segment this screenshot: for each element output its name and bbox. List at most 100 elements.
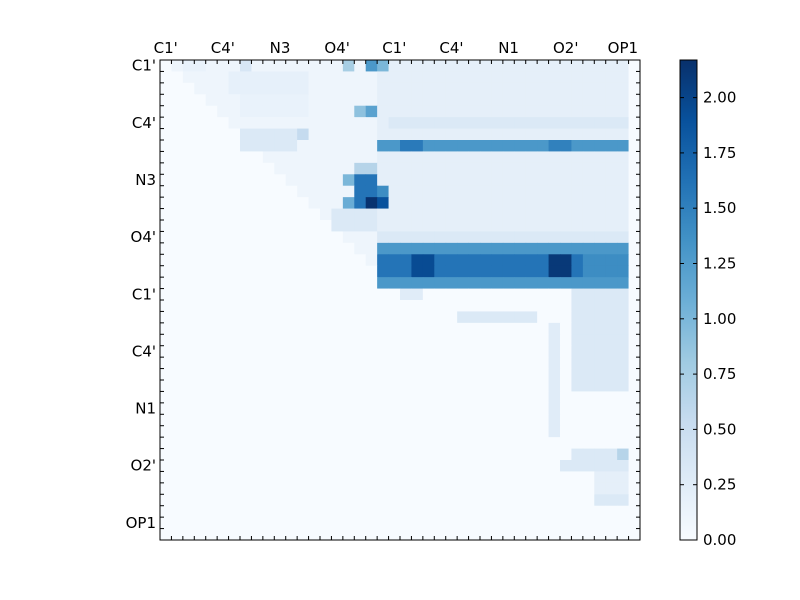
heatmap-cell	[365, 277, 378, 289]
heatmap-cell	[182, 368, 195, 381]
heatmap-cell	[285, 460, 298, 472]
heatmap-cell	[594, 345, 607, 358]
heatmap-cell	[308, 185, 321, 198]
heatmap-cell	[331, 117, 344, 129]
heatmap-cell	[285, 277, 298, 289]
heatmap-cell	[377, 231, 389, 244]
heatmap-cell	[354, 151, 367, 164]
heatmap-cell	[285, 391, 298, 404]
heatmap-cell	[354, 471, 367, 484]
heatmap-cell	[617, 471, 629, 484]
heatmap-cell	[502, 517, 515, 529]
heatmap-cell	[251, 402, 264, 415]
heatmap-cell	[194, 105, 207, 118]
heatmap-cell	[582, 334, 595, 347]
heatmap-cell	[537, 71, 549, 84]
heatmap-cell	[548, 117, 561, 129]
heatmap-cell	[502, 117, 515, 129]
heatmap-cell	[491, 414, 504, 427]
heatmap-cell	[377, 425, 389, 438]
heatmap-cell	[342, 185, 355, 198]
heatmap-cell	[228, 357, 241, 369]
heatmap-cell	[617, 494, 629, 507]
heatmap-cell	[160, 345, 172, 358]
heatmap-cell	[365, 197, 378, 209]
heatmap-cell	[571, 185, 584, 198]
heatmap-cell	[365, 185, 378, 198]
heatmap-cell	[411, 460, 424, 472]
heatmap-cell	[171, 117, 184, 129]
heatmap-cell	[502, 242, 515, 255]
heatmap-cell	[308, 288, 321, 301]
heatmap-cell	[434, 517, 447, 529]
heatmap-cell	[411, 185, 424, 198]
heatmap-cell	[594, 391, 607, 404]
heatmap-cell	[628, 425, 641, 438]
heatmap-cell	[297, 391, 309, 404]
heatmap-cell	[457, 128, 469, 141]
heatmap-cell	[251, 505, 264, 518]
heatmap-cell	[525, 460, 538, 472]
heatmap-cell	[377, 71, 389, 84]
heatmap-cell	[400, 471, 412, 484]
heatmap-cell	[457, 528, 469, 541]
heatmap-cell	[480, 300, 492, 312]
heatmap-cell	[560, 368, 572, 381]
heatmap-cell	[617, 71, 629, 84]
heatmap-cell	[422, 140, 435, 152]
heatmap-cell	[617, 231, 629, 244]
heatmap-cell	[502, 288, 515, 301]
heatmap-cell	[205, 265, 218, 278]
heatmap-cell	[297, 140, 309, 152]
heatmap-cell	[285, 311, 298, 324]
heatmap-cell	[548, 402, 561, 415]
heatmap-cell	[308, 174, 321, 187]
heatmap-cell	[571, 345, 584, 358]
heatmap-cell	[548, 437, 561, 449]
heatmap-cell	[194, 437, 207, 449]
heatmap-cell	[411, 208, 424, 221]
heatmap-cell	[171, 345, 184, 358]
heatmap-cell	[468, 528, 481, 541]
heatmap-cell	[491, 82, 504, 95]
heatmap-cell	[468, 265, 481, 278]
heatmap-cell	[285, 448, 298, 461]
heatmap-cell	[502, 140, 515, 152]
heatmap-cell	[171, 82, 184, 95]
heatmap-cell	[297, 185, 309, 198]
heatmap-cell	[571, 517, 584, 529]
heatmap-cell	[388, 517, 401, 529]
heatmap-cell	[537, 345, 549, 358]
heatmap-cell	[228, 471, 241, 484]
heatmap-cell	[342, 471, 355, 484]
heatmap-cell	[617, 197, 629, 209]
heatmap-cell	[262, 265, 275, 278]
heatmap-cell	[594, 94, 607, 107]
heatmap-cell	[571, 277, 584, 289]
heatmap-cell	[308, 448, 321, 461]
heatmap-cell	[468, 185, 481, 198]
heatmap-cell	[525, 414, 538, 427]
heatmap-cell	[182, 334, 195, 347]
heatmap-cell	[571, 162, 584, 175]
heatmap-cell	[320, 391, 332, 404]
heatmap-cell	[582, 471, 595, 484]
x-tick-label: O2'	[553, 39, 578, 57]
heatmap-cell	[548, 197, 561, 209]
heatmap-cell	[388, 391, 401, 404]
heatmap-cell	[365, 528, 378, 541]
heatmap-cell	[297, 300, 309, 312]
heatmap-cell	[285, 528, 298, 541]
heatmap-cell	[582, 448, 595, 461]
heatmap-cell	[240, 471, 252, 484]
heatmap-cell	[240, 414, 252, 427]
heatmap-cell	[594, 220, 607, 232]
heatmap-cell	[537, 402, 549, 415]
heatmap-cell	[514, 288, 527, 301]
heatmap-cell	[354, 208, 367, 221]
heatmap-cell	[194, 220, 207, 232]
y-tick-label: O4'	[131, 228, 156, 246]
heatmap-cell	[297, 60, 309, 72]
heatmap-cell	[320, 162, 332, 175]
heatmap-cell	[285, 174, 298, 187]
